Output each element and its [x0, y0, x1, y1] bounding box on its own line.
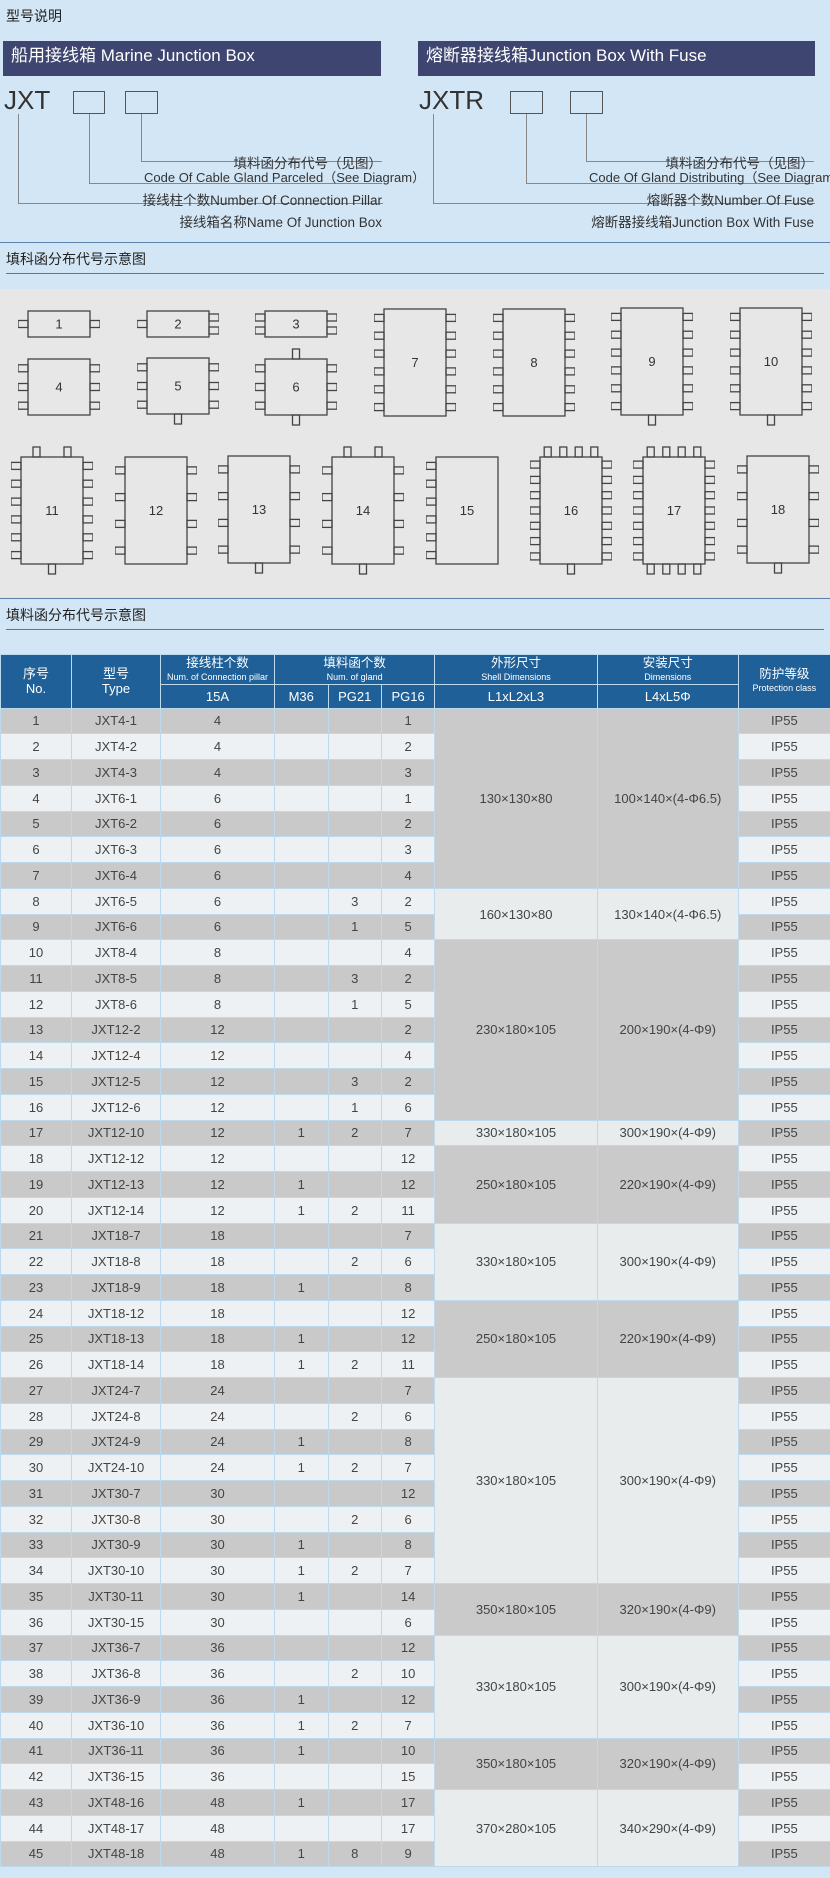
- svg-text:8: 8: [530, 355, 537, 370]
- svg-text:16: 16: [563, 503, 577, 518]
- svg-text:13: 13: [252, 502, 266, 517]
- svg-text:9: 9: [648, 354, 655, 369]
- svg-text:4: 4: [56, 379, 63, 394]
- svg-text:18: 18: [771, 502, 785, 517]
- svg-text:5: 5: [174, 378, 181, 393]
- svg-text:3: 3: [293, 317, 300, 332]
- svg-text:10: 10: [763, 354, 777, 369]
- svg-text:15: 15: [460, 503, 474, 518]
- svg-text:1: 1: [56, 317, 63, 332]
- svg-text:17: 17: [667, 503, 681, 518]
- svg-text:2: 2: [174, 317, 181, 332]
- svg-text:7: 7: [411, 355, 418, 370]
- svg-text:6: 6: [293, 379, 300, 394]
- svg-text:14: 14: [356, 503, 370, 518]
- svg-text:11: 11: [45, 503, 59, 518]
- svg-text:12: 12: [148, 503, 162, 518]
